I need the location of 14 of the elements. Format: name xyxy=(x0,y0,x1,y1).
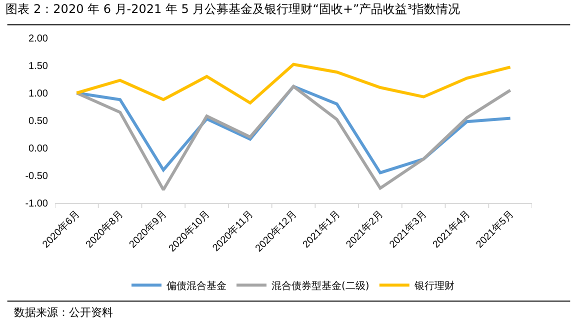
y-tick-label: 1.00 xyxy=(28,88,48,100)
chart-title: 图表 2：2020 年 6 月-2021 年 5 月公募基金及银行理财“固收+”产品收益³指数情况 xyxy=(6,2,460,16)
y-tick-label: 2.00 xyxy=(28,34,48,44)
line-series xyxy=(75,62,512,104)
legend-label: 银行理财 xyxy=(413,280,454,292)
legend-label: 偏债混合基金 xyxy=(166,280,226,292)
line-series xyxy=(75,84,512,192)
y-tick-label: -0.50 xyxy=(25,171,48,182)
y-tick-label: 0.00 xyxy=(28,144,48,154)
y-tick-label: -1.00 xyxy=(25,198,48,210)
y-tick-label: 0.50 xyxy=(28,116,48,127)
legend-label: 混合债券型基金(二级) xyxy=(272,280,370,292)
source-note: 数据来源：公开资料 xyxy=(14,306,113,319)
y-tick-label: 1.50 xyxy=(28,61,48,72)
